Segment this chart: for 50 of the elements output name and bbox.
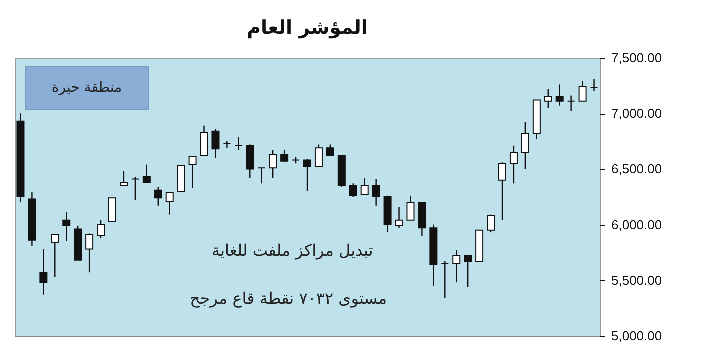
candlestick [406,195,415,221]
candlestick [142,164,151,184]
candlestick [510,145,518,184]
y-tick-label: 5,500.00 [612,272,662,288]
candlestick [108,198,116,222]
candlestick [40,248,48,296]
candlestick [166,192,174,216]
y-tick-label: 5,000.00 [612,328,662,344]
candlestick [51,234,60,278]
y-tick-label: 7,000.00 [612,106,662,122]
candlestick [304,158,312,192]
candlestick [360,177,369,196]
candlestick [395,206,404,229]
candlestick [452,250,461,284]
candlestick [200,125,208,156]
candlestick [521,122,530,170]
candlestick [280,150,289,162]
candlestick [326,144,334,156]
candlestick [314,144,323,168]
candlestick [154,186,162,206]
label-box: منطقة حيرة [25,66,149,110]
annotation: مستوى ٧٠٣٢ نقطة قاع مرجح [190,289,388,308]
candlestick [544,88,552,109]
candlestick [131,176,140,201]
candlestick [464,255,472,288]
candlestick [258,167,266,184]
candlestick [188,156,197,189]
candlestick [212,128,220,159]
y-tick-label: 6,500.00 [612,162,662,177]
candlestick [246,144,254,179]
annotation: تبديل مراكز ملفت للغاية [212,241,374,260]
candlestick [234,136,243,151]
candlestick [441,260,450,299]
chart-title: المؤشر العام [247,17,368,39]
candlestick [487,214,496,234]
candlestick [498,162,506,221]
candlestick [567,95,576,112]
candlestick [223,140,232,149]
candlestick [349,183,358,198]
candlestick [120,170,128,186]
y-tick-label: 6,000.00 [612,217,662,232]
candlestick [578,80,587,102]
y-tick-label: 7,500.00 [612,50,662,66]
candlestick [372,178,380,206]
candlestick [269,150,278,179]
candlestick [556,84,564,106]
candlestick [97,220,106,239]
candlestick [86,233,94,274]
candlestick [62,212,71,242]
candlestick [590,78,598,92]
